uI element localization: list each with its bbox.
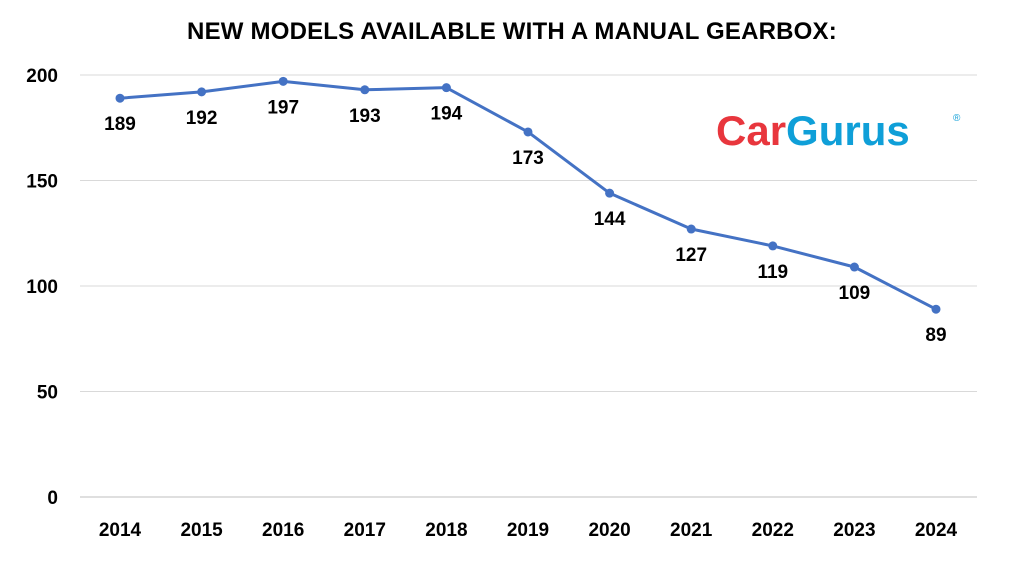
cargurus-logo: CarGurus ®	[716, 107, 961, 154]
x-tick-label: 2024	[915, 520, 958, 541]
data-point	[605, 188, 615, 198]
data-label: 194	[431, 104, 463, 125]
gridlines	[80, 74, 977, 498]
data-point	[278, 76, 288, 86]
y-tick-label: 150	[26, 172, 58, 193]
data-point	[441, 83, 451, 93]
data-label: 193	[349, 106, 381, 127]
data-point	[768, 241, 778, 251]
x-tick-label: 2020	[588, 520, 630, 541]
data-label: 197	[267, 97, 299, 118]
data-point	[197, 87, 207, 97]
data-label: 173	[512, 148, 544, 169]
data-labels: 189 192 197 193 194 173 144 127 119 109 89	[104, 97, 946, 346]
y-tick-label: 100	[26, 277, 58, 298]
data-label: 127	[675, 245, 707, 266]
data-label: 144	[594, 209, 626, 230]
x-tick-label: 2017	[344, 520, 386, 541]
x-tick-label: 2018	[425, 520, 467, 541]
x-tick-label: 2016	[262, 520, 304, 541]
x-tick-label: 2023	[833, 520, 875, 541]
x-tick-label: 2021	[670, 520, 713, 541]
x-tick-label: 2019	[507, 520, 549, 541]
y-axis-ticks: 0 50 100 150 200	[26, 66, 58, 509]
data-label: 109	[839, 283, 871, 304]
data-point	[931, 304, 941, 314]
y-tick-label: 0	[47, 488, 58, 509]
registered-mark: ®	[953, 113, 961, 124]
data-point	[849, 262, 859, 272]
data-point	[360, 85, 370, 95]
logo-car-text: Car	[716, 107, 786, 154]
data-label: 89	[925, 325, 946, 346]
data-point	[523, 127, 533, 137]
x-tick-label: 2022	[752, 520, 794, 541]
data-point	[115, 93, 125, 103]
x-axis-ticks: 2014 2015 2016 2017 2018 2019 2020 2021 2022 2023…	[99, 520, 958, 541]
data-label: 192	[186, 108, 218, 129]
data-label: 189	[104, 114, 136, 135]
data-point	[686, 224, 696, 234]
x-tick-label: 2014	[99, 520, 142, 541]
data-label: 119	[757, 262, 788, 283]
x-tick-label: 2015	[180, 520, 223, 541]
y-tick-label: 200	[26, 66, 58, 87]
y-tick-label: 50	[37, 383, 58, 404]
data-points	[115, 76, 941, 314]
logo-gurus-text: Gurus	[786, 107, 910, 154]
svg-text:CarGurus: CarGurus	[716, 107, 910, 154]
chart-title: NEW MODELS AVAILABLE WITH A MANUAL GEARB…	[187, 18, 837, 45]
